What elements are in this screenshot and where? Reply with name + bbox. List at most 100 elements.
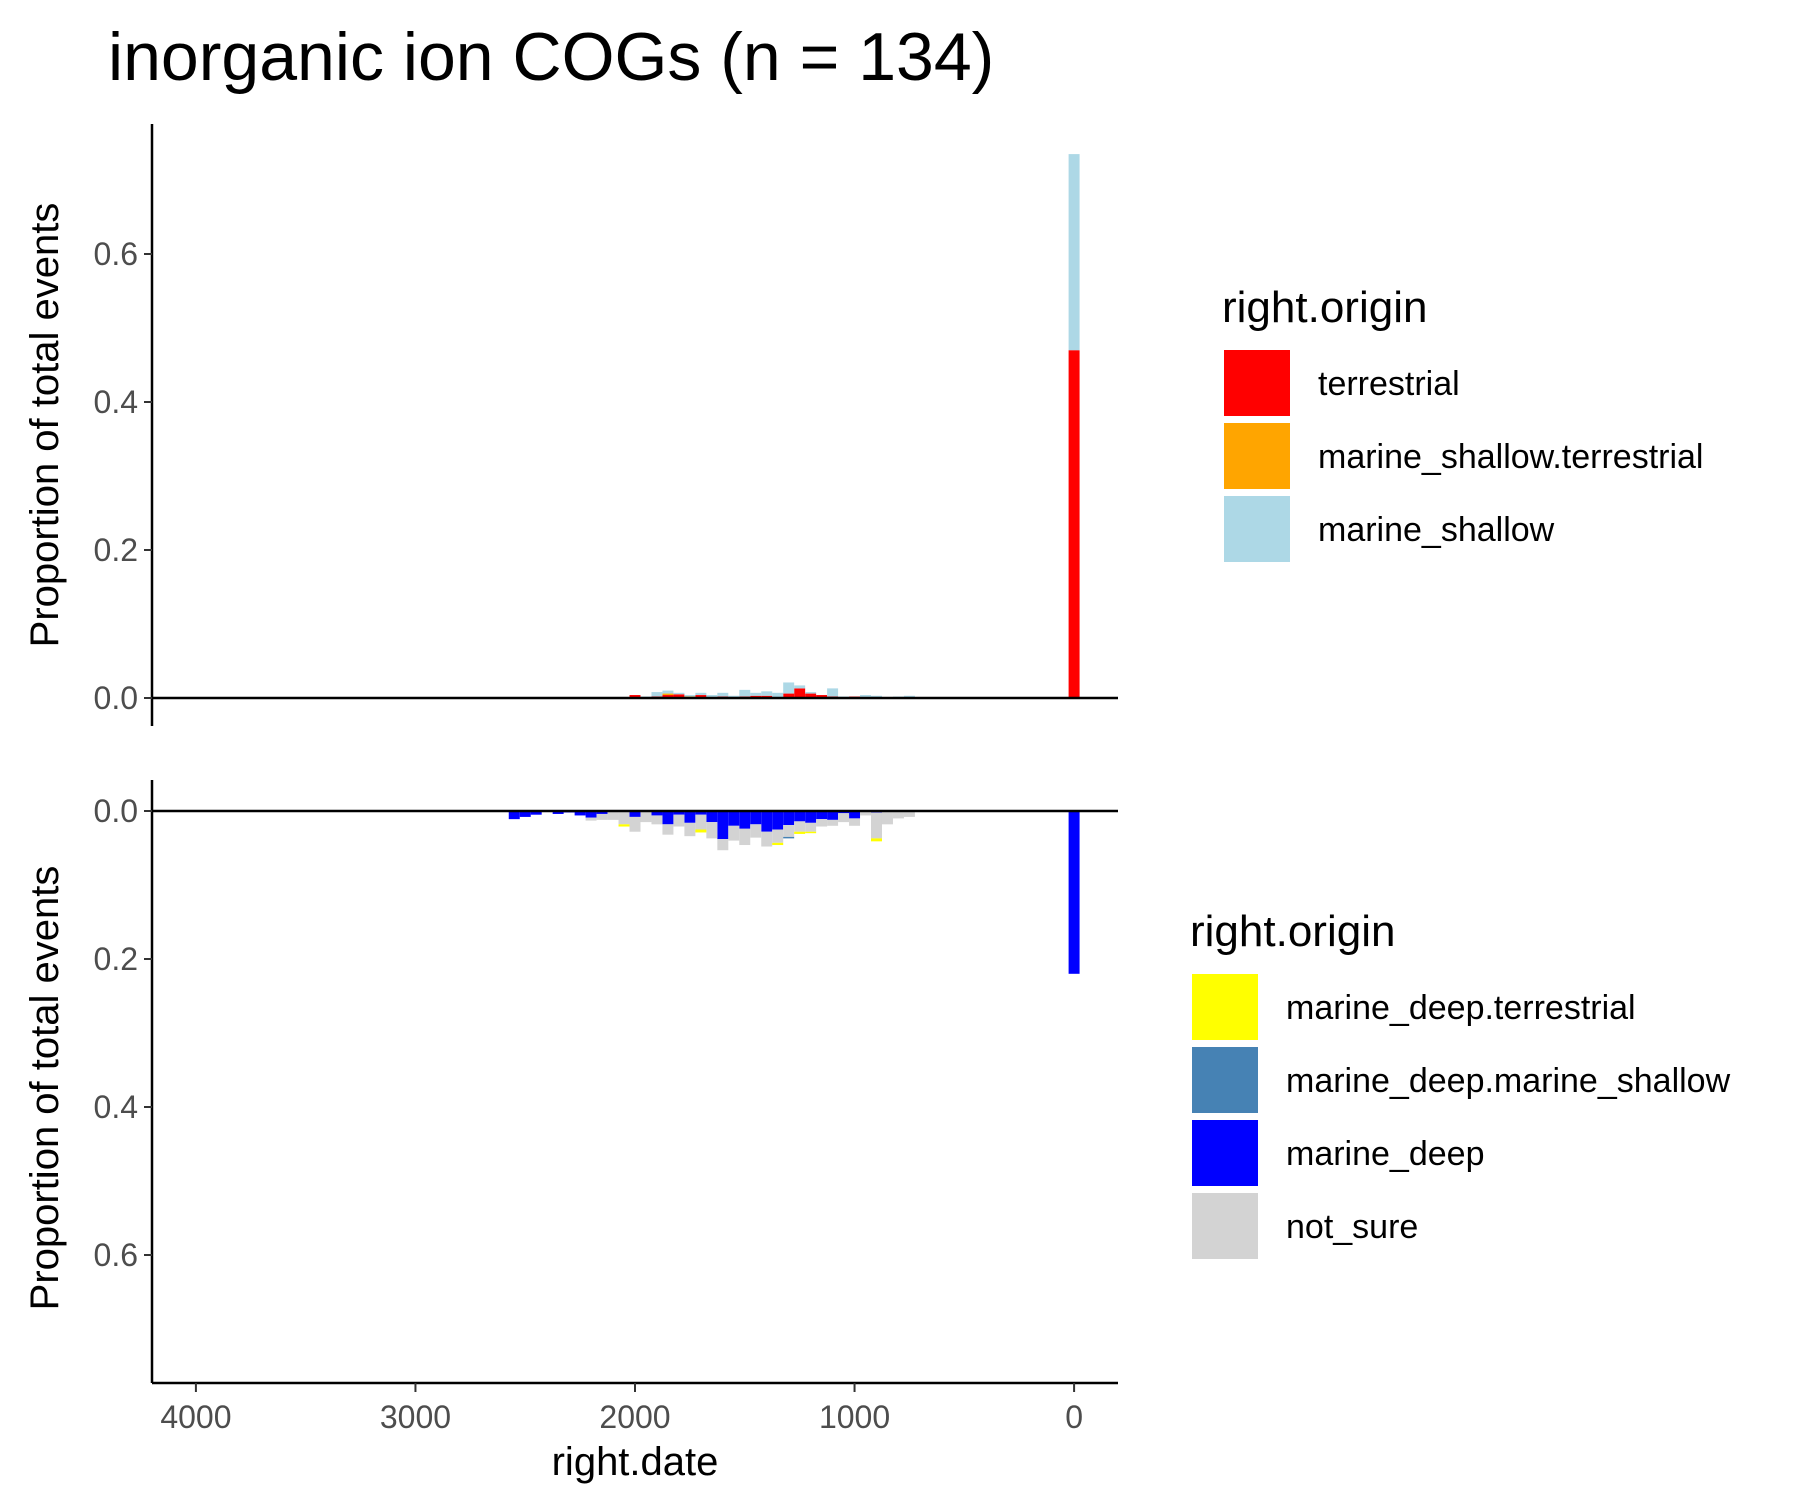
bar-top-terrestrial	[662, 695, 674, 698]
bar-top-marine-shallow	[772, 692, 784, 698]
bar-top-marine-shallow	[783, 682, 795, 694]
bar-top-terrestrial	[695, 695, 707, 698]
bar-bottom-marine-deep	[816, 811, 828, 820]
y-tick-label-top: 0.0	[94, 680, 138, 716]
bar-bottom-not-sure	[706, 822, 718, 839]
x-tick-label: 4000	[160, 1399, 231, 1435]
bar-bottom-marine-deep	[728, 811, 740, 826]
bar-bottom-not-sure	[596, 813, 608, 820]
bar-top-terrestrial	[805, 693, 817, 698]
bar-bottom-marine-deep-marine-shallow	[783, 836, 795, 839]
bar-top-terrestrial	[673, 694, 685, 698]
bar-top-marine-shallow	[717, 692, 729, 697]
bar-bottom-not-sure	[860, 811, 872, 816]
x-axis-title: right.date	[552, 1440, 719, 1484]
bar-bottom-marine-deep	[706, 811, 718, 823]
bar-bottom-marine-deep-terrestrial	[805, 831, 817, 834]
bar-top-marine-shallow	[1068, 154, 1080, 351]
bar-bottom-marine-deep	[662, 811, 674, 825]
bar-top-marine-shallow	[761, 691, 773, 696]
bar-top-marine-shallow	[827, 688, 839, 697]
bar-bottom-not-sure	[903, 811, 915, 817]
y-axis-title-bottom: Proportion of total events	[23, 866, 67, 1311]
bar-bottom-marine-deep	[849, 811, 861, 819]
legend-swatch-bottom	[1192, 1193, 1258, 1259]
bar-bottom-marine-deep-terrestrial	[772, 842, 784, 846]
bar-bottom-marine-deep	[673, 811, 685, 815]
legend-label-bottom: marine_deep.marine_shallow	[1286, 1062, 1731, 1100]
bar-bottom-marine-deep	[574, 811, 586, 816]
bar-bottom-marine-deep	[552, 811, 564, 814]
bar-bottom-not-sure	[750, 824, 762, 838]
bar-bottom-not-sure	[838, 813, 850, 823]
legend-swatch-top	[1224, 423, 1290, 489]
y-tick-label-bottom: 0.0	[94, 793, 138, 829]
bar-bottom-not-sure	[618, 811, 630, 825]
bar-bottom-not-sure	[739, 828, 751, 846]
legend-label-top: terrestrial	[1318, 365, 1460, 403]
bar-bottom-not-sure	[794, 821, 806, 832]
bar-bottom-not-sure	[849, 818, 861, 826]
bar-bottom-not-sure	[827, 819, 839, 826]
x-tick-label: 1000	[819, 1399, 890, 1435]
bar-bottom-marine-deep-terrestrial	[695, 829, 707, 833]
bar-top-terrestrial	[629, 695, 641, 698]
bar-bottom-marine-deep	[596, 811, 608, 814]
y-tick-label-bottom: 0.2	[94, 941, 138, 977]
bar-bottom-not-sure	[651, 815, 663, 825]
bar-bottom-marine-deep	[585, 811, 597, 818]
legend-swatch-bottom	[1192, 974, 1258, 1040]
bar-top-terrestrial	[1068, 350, 1080, 698]
bar-bottom-marine-deep-terrestrial	[618, 824, 630, 827]
bar-bottom-not-sure	[881, 811, 893, 825]
legend-title-top: right.origin	[1222, 283, 1427, 332]
x-tick-label: 0	[1065, 1399, 1083, 1435]
bar-bottom-marine-deep	[750, 811, 762, 825]
bar-bottom-marine-deep	[651, 811, 663, 816]
bar-top-marine-shallow	[860, 695, 872, 698]
y-axis-title-top: Proportion of total events	[23, 203, 67, 648]
x-tick-label: 2000	[599, 1399, 670, 1435]
bar-top-terrestrial	[783, 693, 795, 698]
bar-top-terrestrial	[794, 688, 806, 698]
bar-bottom-marine-deep	[684, 811, 696, 823]
bar-top-marine-shallow	[739, 689, 751, 697]
bar-bottom-marine-deep	[739, 811, 751, 829]
bar-top-marine-shallow	[695, 692, 707, 696]
legend-label-top: marine_shallow	[1318, 511, 1555, 549]
bar-bottom-marine-deep	[508, 811, 520, 820]
legend-label-bottom: marine_deep.terrestrial	[1286, 989, 1636, 1027]
legend-label-bottom: not_sure	[1286, 1208, 1418, 1246]
legend-swatch-bottom	[1192, 1120, 1258, 1186]
bar-bottom-not-sure	[772, 829, 784, 843]
bar-bottom-not-sure	[717, 839, 729, 851]
bar-bottom-not-sure	[629, 816, 641, 832]
bar-bottom-not-sure	[783, 825, 795, 837]
bar-top-terrestrial	[816, 695, 828, 698]
x-tick-label: 3000	[380, 1399, 451, 1435]
bar-bottom-marine-deep	[717, 811, 729, 840]
bar-bottom-not-sure	[673, 814, 685, 827]
bar-bottom-not-sure	[805, 822, 817, 832]
bar-top-marine-shallow	[794, 685, 806, 689]
bar-bottom-not-sure	[871, 812, 882, 839]
y-tick-label-top: 0.6	[94, 236, 138, 272]
bar-bottom-marine-deep	[1068, 811, 1080, 974]
y-tick-label-top: 0.2	[94, 532, 138, 568]
bar-bottom-not-sure	[892, 811, 904, 819]
bar-top-marine-shallow-terrestrial	[662, 693, 674, 696]
bar-bottom-marine-deep	[695, 811, 707, 815]
bar-top-marine-shallow	[706, 695, 718, 698]
bar-bottom-marine-deep	[772, 811, 784, 830]
bar-bottom-marine-deep	[827, 811, 839, 820]
bar-bottom-marine-deep	[783, 811, 795, 826]
y-tick-label-bottom: 0.4	[94, 1089, 138, 1125]
bar-top-marine-shallow	[673, 692, 685, 695]
bar-bottom-not-sure	[662, 824, 674, 835]
bar-top-marine-shallow	[750, 692, 762, 696]
chart-title: inorganic ion COGs (n = 134)	[108, 19, 994, 95]
y-tick-label-bottom: 0.6	[94, 1237, 138, 1273]
bar-bottom-marine-deep	[761, 811, 773, 832]
